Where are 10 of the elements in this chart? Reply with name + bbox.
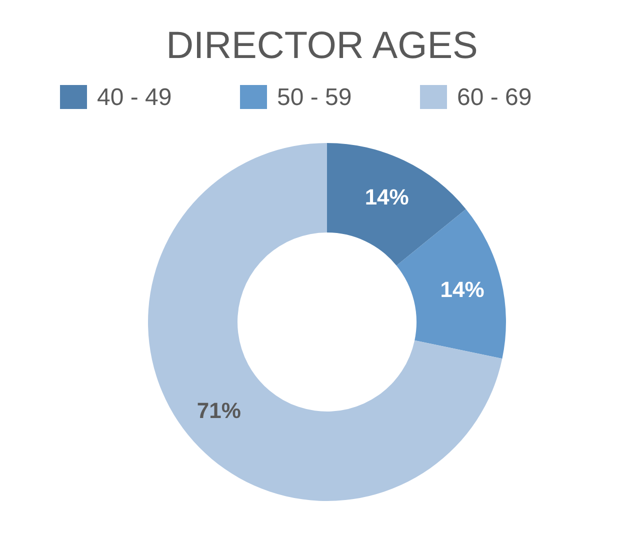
donut-slice [327, 143, 466, 266]
legend-label: 60 - 69 [457, 84, 532, 111]
legend-label: 40 - 49 [97, 84, 172, 111]
data-label: 71% [196, 398, 241, 423]
data-label: 14% [364, 184, 409, 210]
donut-slice [396, 209, 506, 359]
donut-slice [148, 143, 502, 501]
chart-title: DIRECTOR AGES [166, 25, 478, 67]
data-label: 14% [440, 277, 484, 302]
legend-label: 50 - 59 [277, 84, 352, 111]
